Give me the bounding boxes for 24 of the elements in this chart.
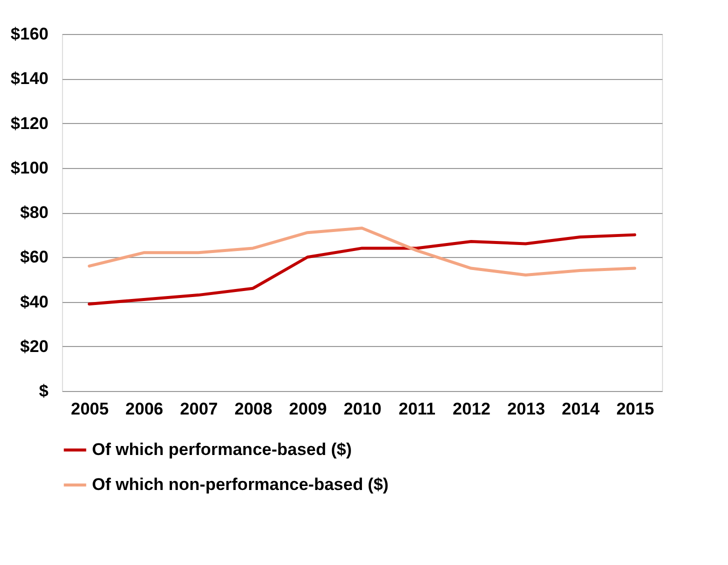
x-tick-label: 2013 (507, 400, 546, 418)
x-tick-label: 2007 (180, 400, 218, 418)
x-tick-label: 2015 (616, 400, 654, 418)
x-tick-label: 2006 (125, 400, 164, 418)
x-tick-label: 2008 (234, 400, 272, 418)
legend-label: Of which non-performance-based ($) (92, 475, 389, 494)
y-tick-label: $40 (20, 292, 48, 312)
line-series (88, 233, 636, 306)
x-tick-label: 2010 (344, 400, 382, 418)
x-tick-label: 2011 (398, 400, 436, 418)
line-series (88, 226, 636, 276)
y-tick-label: $120 (10, 114, 48, 133)
x-tick-label: 2005 (70, 400, 109, 418)
y-tick-label: $20 (20, 336, 48, 356)
x-tick-label: 2012 (452, 400, 491, 418)
y-tick-label: $160 (10, 24, 48, 44)
x-tick-label: 2014 (562, 400, 600, 418)
y-tick-label: $80 (20, 203, 48, 222)
legend-label: Of which performance-based ($) (92, 440, 352, 459)
y-tick-label: $140 (10, 69, 48, 88)
x-tick-label: 2009 (289, 400, 327, 418)
y-tick-label: $100 (10, 158, 48, 178)
y-tick-label: $60 (20, 248, 48, 267)
y-tick-label: $ (39, 382, 50, 400)
